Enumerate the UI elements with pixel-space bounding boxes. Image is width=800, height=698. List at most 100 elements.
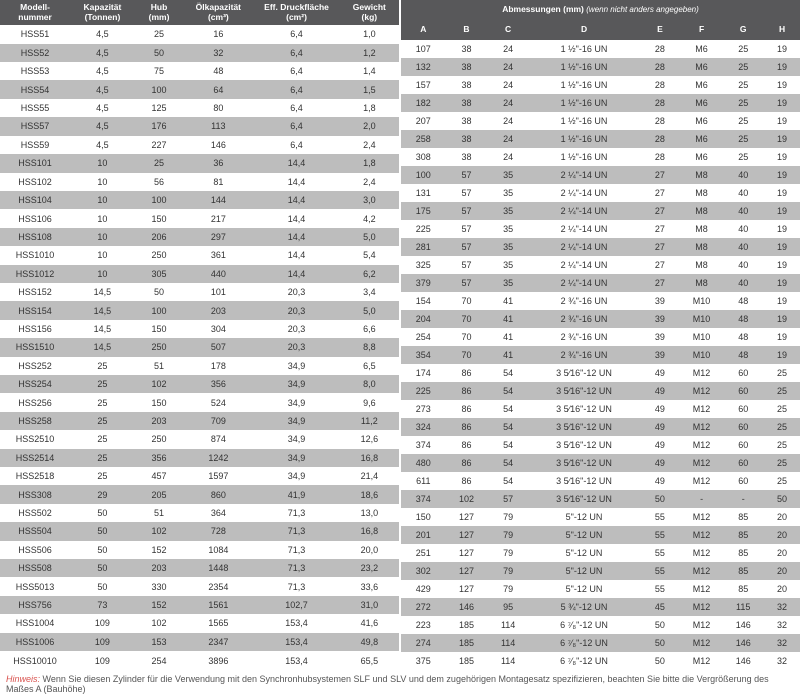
cell: 50 xyxy=(639,652,681,670)
cell: 354 xyxy=(401,346,446,364)
cell: 71,3 xyxy=(253,541,339,559)
cell: HSS1004 xyxy=(0,614,70,632)
cell: 25 xyxy=(722,112,764,130)
cell: 34,9 xyxy=(253,430,339,448)
cell: 860 xyxy=(183,485,253,503)
cell: 19 xyxy=(764,220,800,238)
cell: 57 xyxy=(446,184,488,202)
cell: 19 xyxy=(764,274,800,292)
cell: - xyxy=(722,490,764,508)
cell: 56 xyxy=(135,173,184,191)
cell: 19 xyxy=(764,256,800,274)
cell: 1 ½"-16 UN xyxy=(529,148,639,166)
cell: 36 xyxy=(183,154,253,172)
cell: 54 xyxy=(487,436,529,454)
cell: 2 ¾"-16 UN xyxy=(529,292,639,310)
cell: HSS504 xyxy=(0,522,70,540)
cell: 3 5⁄16"-12 UN xyxy=(529,382,639,400)
cell: 50 xyxy=(70,504,135,522)
cell: HSS55 xyxy=(0,99,70,117)
cell: 57 xyxy=(446,202,488,220)
table-row: 35470412 ¾"-16 UN39M104819 xyxy=(401,346,800,364)
cell: 157 xyxy=(401,76,446,94)
table-row: 32557352 ¼"-14 UN27M84019 xyxy=(401,256,800,274)
cell: 38 xyxy=(446,112,488,130)
cell: 28 xyxy=(639,130,681,148)
table-row: 201127795"-12 UN55M128520 xyxy=(401,526,800,544)
cell: M12 xyxy=(681,400,723,418)
cell: 25 xyxy=(722,148,764,166)
cell: 6 ⁷⁄₈"-12 UN xyxy=(529,616,639,634)
cell: 32 xyxy=(764,616,800,634)
table-row: 17557352 ¼"-14 UN27M84019 xyxy=(401,202,800,220)
cell: 100 xyxy=(135,301,184,319)
cell: HSS104 xyxy=(0,191,70,209)
table-row: 429127795"-12 UN55M128520 xyxy=(401,580,800,598)
cell: 19 xyxy=(764,202,800,220)
cell: M6 xyxy=(681,40,723,58)
cell: 40 xyxy=(722,184,764,202)
cell: 2,4 xyxy=(340,173,399,191)
cell: 254 xyxy=(135,651,184,670)
table-row: 251127795"-12 UN55M128520 xyxy=(401,544,800,562)
cell: M12 xyxy=(681,472,723,490)
cell: 32 xyxy=(764,598,800,616)
cell: 324 xyxy=(401,418,446,436)
table-row: HSS756731521561102,731,0 xyxy=(0,596,399,614)
cell: 35 xyxy=(487,166,529,184)
table-row: 37957352 ¼"-14 UN27M84019 xyxy=(401,274,800,292)
cell: - xyxy=(681,490,723,508)
cell: 150 xyxy=(135,320,184,338)
cell: 2 ¾"-16 UN xyxy=(529,310,639,328)
cell: HSS1510 xyxy=(0,338,70,356)
cell: 14,5 xyxy=(70,283,135,301)
cell: 1 ½"-16 UN xyxy=(529,58,639,76)
cell: 10 xyxy=(70,154,135,172)
cell: 27 xyxy=(639,166,681,184)
cell: 3 5⁄16"-12 UN xyxy=(529,418,639,436)
cell: 3 5⁄16"-12 UN xyxy=(529,454,639,472)
cell: HSS1010 xyxy=(0,246,70,264)
cell: 57 xyxy=(446,274,488,292)
cell: 20,3 xyxy=(253,301,339,319)
cell: 152 xyxy=(135,596,184,614)
cell: 176 xyxy=(135,117,184,135)
table-row: HSS10210568114,42,4 xyxy=(0,173,399,191)
cell: 2,4 xyxy=(340,136,399,154)
cell: 3 5⁄16"-12 UN xyxy=(529,436,639,454)
cell: 45 xyxy=(639,598,681,616)
cell: M8 xyxy=(681,238,723,256)
cell: 35 xyxy=(487,202,529,220)
cell: M12 xyxy=(681,526,723,544)
cell: 6,2 xyxy=(340,265,399,283)
cell: 34,9 xyxy=(253,412,339,430)
cell: 115 xyxy=(722,598,764,616)
cell: 20 xyxy=(764,562,800,580)
cell: 9,6 xyxy=(340,393,399,411)
cell: 153,4 xyxy=(253,614,339,632)
cell: 185 xyxy=(446,634,488,652)
cell: 70 xyxy=(446,346,488,364)
cell: HSS106 xyxy=(0,209,70,227)
cell: 146 xyxy=(446,598,488,616)
cell: 85 xyxy=(722,562,764,580)
cell: 34,9 xyxy=(253,375,339,393)
cell: 60 xyxy=(722,382,764,400)
cell: 3,0 xyxy=(340,191,399,209)
cell: 20,3 xyxy=(253,320,339,338)
cell: 205 xyxy=(135,485,184,503)
cell: 41 xyxy=(487,310,529,328)
cell: 185 xyxy=(446,652,488,670)
table-row: 30838241 ½"-16 UN28M62519 xyxy=(401,148,800,166)
cell: 27 xyxy=(639,274,681,292)
cell: 86 xyxy=(446,364,488,382)
table-row: 17486543 5⁄16"-12 UN49M126025 xyxy=(401,364,800,382)
cell: 440 xyxy=(183,265,253,283)
footnote: Hinweis: Wenn Sie diesen Zylinder für di… xyxy=(0,670,800,698)
note-text: Wenn Sie diesen Zylinder für die Verwend… xyxy=(6,674,769,694)
cell: 49,8 xyxy=(340,633,399,651)
cell: HSS53 xyxy=(0,62,70,80)
cell: 28 xyxy=(639,58,681,76)
cell: HSS57 xyxy=(0,117,70,135)
cell: 25 xyxy=(722,94,764,112)
